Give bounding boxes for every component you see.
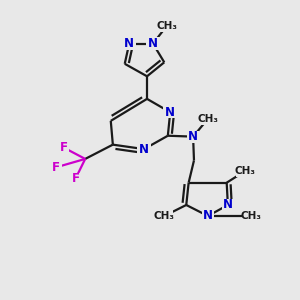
Bar [70,172,81,184]
Bar [242,210,260,222]
Text: CH₃: CH₃ [154,211,175,221]
Bar [122,38,136,50]
Text: CH₃: CH₃ [197,114,218,124]
Text: CH₃: CH₃ [241,211,262,221]
Bar [202,210,214,222]
Bar [51,162,62,173]
Text: F: F [72,172,80,185]
Text: N: N [148,37,158,50]
Bar [155,210,173,222]
Text: F: F [52,161,60,174]
Bar [222,199,234,211]
Bar [199,113,217,125]
Bar [137,143,151,155]
Bar [58,142,70,153]
Text: N: N [223,199,233,212]
Bar [236,166,253,177]
Text: N: N [188,130,198,143]
Text: F: F [60,141,68,154]
Bar [187,131,199,142]
Bar [146,38,160,50]
Text: N: N [139,142,149,156]
Text: CH₃: CH₃ [156,21,177,31]
Text: N: N [203,209,213,223]
Bar [163,106,177,118]
Text: N: N [124,37,134,50]
Text: N: N [165,106,175,119]
Text: CH₃: CH₃ [234,167,255,176]
Bar [158,20,175,32]
